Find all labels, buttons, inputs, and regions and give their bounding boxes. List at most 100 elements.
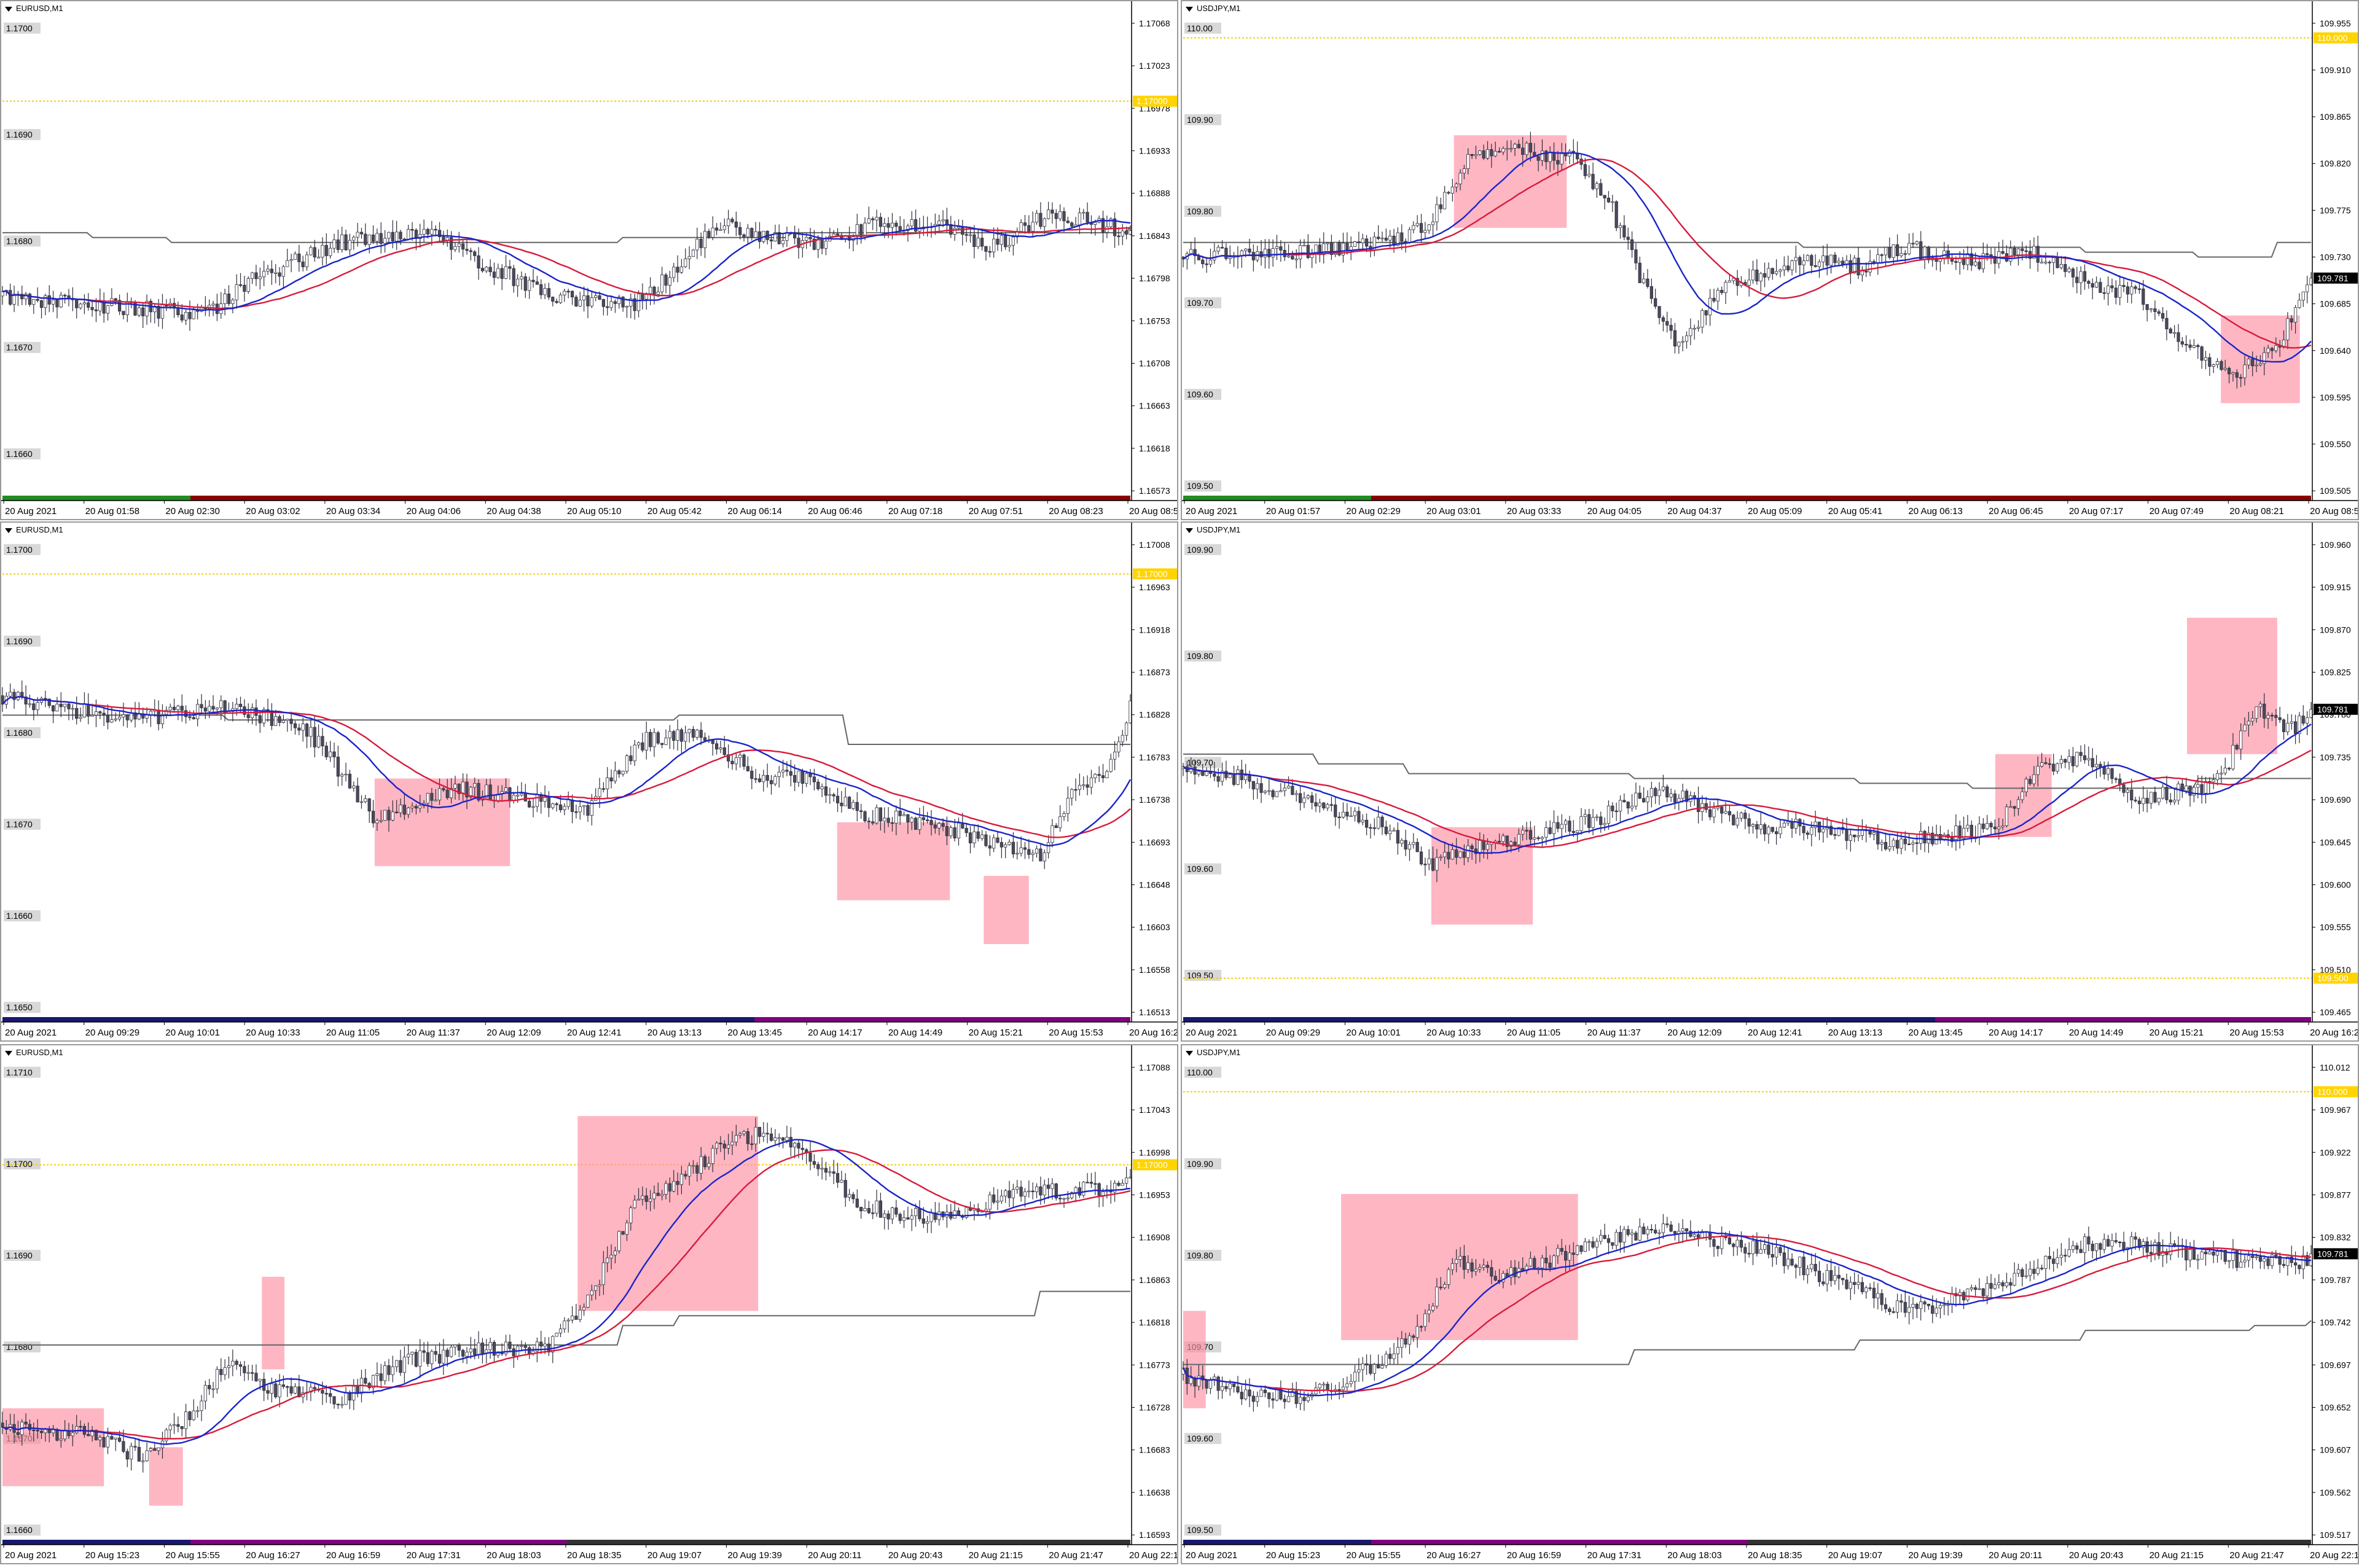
candle-body [1556,160,1560,165]
chart-panel-4[interactable]: 109.90 109.80 109.70 109.60 109.50 109.960 109… [1181,521,2359,1042]
candle-body [442,236,445,241]
candle [1895,234,1899,261]
candle-body [945,826,949,837]
candle [2177,324,2180,352]
candle-body [886,223,890,228]
candle [2227,766,2231,771]
candle [1927,246,1931,263]
candle-body [2196,784,2200,788]
grid-label-box [4,448,41,460]
candle-body [364,233,367,245]
candle [1415,1314,1419,1348]
candle-body [1074,789,1078,791]
candle-body [785,1137,789,1141]
candle [297,244,301,272]
candle [941,1211,945,1220]
candle [51,704,55,724]
grid-price-label: 109.90 [1187,115,1213,125]
candle [1349,1374,1353,1387]
session-color-strip [1559,1017,1747,1022]
candle-body [2094,282,2099,288]
collapse-triangle-icon[interactable] [5,6,12,12]
time-tick-label: 20 Aug 16:25 [2310,1028,2359,1038]
candle [520,271,523,290]
candle-body [828,1171,832,1173]
candle [1027,1180,1031,1198]
candle [1423,1309,1427,1332]
candle-body [356,232,359,238]
collapse-triangle-icon[interactable] [5,1050,12,1056]
candle-body [2298,716,2301,735]
time-tick-label: 20 Aug 02:29 [1346,506,1400,517]
candle [976,824,980,841]
chart-panel-3[interactable]: 1.1700 1.1690 1.1680 1.1670 1.1660 1.1650 1.17… [0,521,1178,1042]
candle [1404,829,1407,856]
candle [2204,351,2208,370]
candle-body [364,1378,367,1384]
chart-panel-6[interactable]: 110.00109.90109.80109.70109.60109.50110.… [1181,1044,2359,1564]
chart-panel-1[interactable]: 1.1700 1.1690 1.1680 1.1670 1.1660 1.17068 1.1… [0,0,1178,520]
candle-body [250,1372,254,1374]
candle-body [90,307,94,310]
candle [746,224,750,244]
candle [1232,1383,1236,1393]
candle [1000,232,1003,252]
candle [145,294,149,325]
candle [168,703,172,716]
candle-body [594,1285,598,1291]
candle [898,798,902,825]
candle-body [211,303,215,306]
candle [329,1389,332,1404]
session-color-strip [1183,496,1371,501]
candle-body [2102,292,2106,294]
candle [1595,814,1599,821]
candle [738,751,742,768]
candle [1654,289,1657,310]
candle-body [1755,270,1759,282]
collapse-triangle-icon[interactable] [1186,6,1193,12]
candle-body [122,1441,125,1452]
candle [906,1206,910,1220]
candle [270,703,273,730]
candle-body [1611,805,1614,811]
candle [555,802,558,812]
candle [937,214,941,233]
candle-body [1337,242,1341,255]
candle-body [1853,835,1856,838]
candle-body [625,755,629,772]
candle-body [937,1211,941,1220]
collapse-triangle-icon[interactable] [5,528,12,533]
candle [719,222,722,231]
candle-body [1027,1190,1031,1192]
candle-body [586,1295,590,1308]
candle [2298,712,2301,744]
candle-body [769,780,773,784]
candle [1790,259,1794,276]
chart-panel-5[interactable]: 1.17101.17001.16901.16801.16701.16601.17… [0,1044,1178,1564]
candle-body [188,716,192,718]
candle [2192,339,2196,349]
candle-body [1267,249,1271,257]
grid-label-box [1184,389,1221,400]
candle [1775,259,1778,276]
candle-body [2013,248,2016,255]
candle [1419,214,1423,243]
chart-panel-2[interactable]: 110.00 109.90 109.80 109.70 109.60 109.50 109.… [1181,0,2359,520]
candle [547,283,551,300]
candle-body [1708,809,1712,817]
grid-label-box [1184,1524,1221,1536]
candle [2185,335,2188,353]
candle [1000,837,1003,859]
collapse-triangle-icon[interactable] [1186,528,1193,533]
highlight-zone [984,876,1029,945]
candle-body [902,814,906,816]
candle-body [1117,1182,1121,1186]
candle-body [707,231,711,238]
candle-body [1603,195,1606,198]
candle [1380,232,1384,242]
candle-body [886,1213,890,1220]
candle [1735,270,1739,296]
candle-body [875,217,878,220]
candle [847,226,851,249]
candle [1275,791,1279,797]
